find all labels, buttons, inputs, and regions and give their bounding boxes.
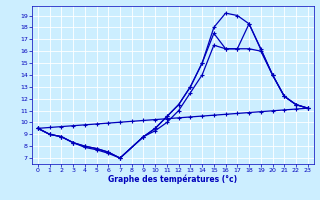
X-axis label: Graphe des températures (°c): Graphe des températures (°c) — [108, 175, 237, 184]
